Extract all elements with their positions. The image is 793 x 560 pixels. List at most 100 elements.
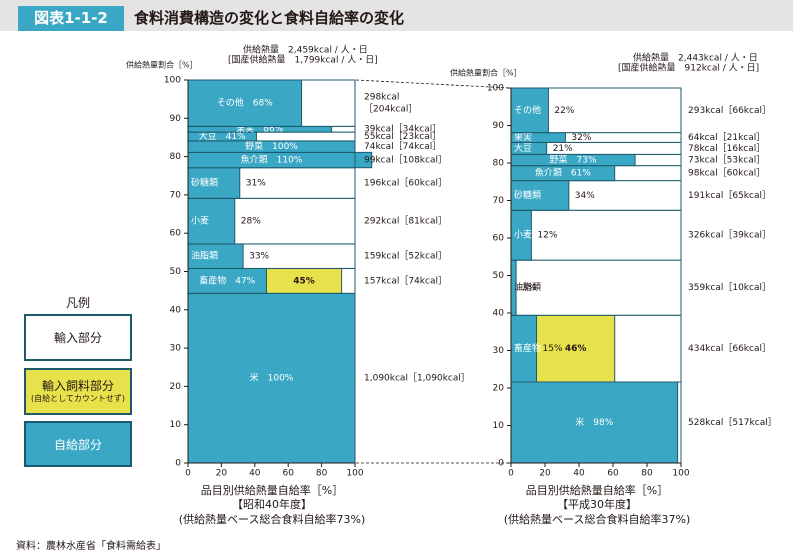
domestic-supply: [国産供給熱量 1,799kcal / 人・日] [228, 54, 378, 66]
self-bar-4 [187, 167, 241, 199]
period-label: 【昭和40年度】 [232, 497, 312, 511]
y-tick-label-30: 30 [493, 346, 505, 356]
y-tick-label-90: 90 [493, 121, 505, 131]
kcal-label-2: 359kcal［10kcal］ [688, 282, 771, 293]
legend-self-sufficient: 自給部分 [24, 421, 132, 467]
x-tick-label-100: 100 [672, 469, 689, 479]
bar-name-9: その他 [514, 104, 541, 116]
legend-feed-label: 輸入飼料部分 [41, 379, 114, 393]
x-tick-label-100: 100 [346, 469, 363, 479]
legend-import: 輸入部分 [24, 314, 132, 361]
kcal-label-8: 39kcal［34kcal］ [364, 124, 441, 135]
y-tick-label-20: 20 [170, 382, 182, 392]
x-tick-label-80: 80 [641, 469, 653, 479]
figure-title: 食料消費構造の変化と食料自給率の変化 [134, 9, 405, 27]
bar-name-2: 油脂類 [191, 250, 218, 262]
y-tick-label-20: 20 [493, 384, 505, 394]
bar-rate-1: 15% [543, 344, 563, 354]
legend-title: 凡例 [65, 296, 90, 310]
y-tick-label-80: 80 [170, 152, 182, 162]
self-bar-4 [510, 180, 570, 211]
x-tick-label-60: 60 [282, 469, 294, 479]
bar-rate-2: 3% [522, 283, 537, 293]
import-bar-2 [510, 259, 682, 316]
total-supply: 供給熱量 2,459kcal / 人・日 [243, 44, 368, 56]
self-bar-0 [510, 381, 679, 464]
bar-rate-4: 31% [246, 179, 266, 189]
domestic-supply: [国産供給熱量 912kcal / 人・日] [618, 62, 759, 74]
x-tick-label-60: 60 [607, 469, 619, 479]
y-axis-title: 供給熱量割合［%］ [450, 68, 522, 78]
bar-label-1: 畜産物 47% [199, 274, 255, 286]
kcal-label-0: 528kcal［517kcal］ [688, 417, 777, 428]
x-tick-label-0: 0 [185, 469, 191, 479]
x-tick-label-80: 80 [316, 469, 328, 479]
y-tick-label-70: 70 [170, 190, 182, 200]
self-bar-0 [187, 292, 356, 464]
overall-rate-caption: (供給熱量ベース総合食料自給率73%) [179, 512, 365, 526]
self-bar-9 [187, 79, 303, 127]
kcal-label-5: 98kcal［60kcal］ [688, 168, 765, 179]
bar-label-0: 米 100% [250, 372, 294, 384]
bar-name-3: 小麦 [191, 215, 209, 227]
bar-label-6: 野菜 100% [245, 140, 298, 152]
y-tick-label-10: 10 [493, 421, 505, 431]
y-tick-label-0: 0 [175, 459, 181, 469]
feed-label-1: 46% [565, 344, 587, 354]
y-tick-label-40: 40 [170, 305, 182, 315]
bar-name-8: 果実 [514, 131, 532, 143]
x-tick-label-20: 20 [539, 469, 551, 479]
legend-imported-feed: 輸入飼料部分 (自給としてカウントせず) [24, 368, 132, 415]
kcal-label-3: 326kcal［39kcal］ [688, 230, 771, 241]
total-supply: 供給熱量 2,443kcal / 人・日 [633, 52, 758, 64]
x-axis-title: 品目別供給熱量自給率［%］ [526, 483, 668, 497]
feed-bar-1 [536, 314, 616, 383]
kcal-label-1: 434kcal［66kcal］ [688, 343, 771, 354]
figure-number: 図表1-1-2 [18, 6, 124, 31]
bar-rate-9: 22% [554, 106, 574, 116]
source-note: 資料：農林水産省「食料需給表」 [16, 541, 166, 552]
x-tick-label-20: 20 [216, 469, 228, 479]
header-bar: 図表1-1-2 食料消費構造の変化と食料自給率の変化 [0, 0, 793, 31]
bar-rate-7: 21% [553, 144, 573, 154]
x-axis-title: 品目別供給熱量自給率［%］ [201, 483, 343, 497]
kcal-label-4: 196kcal［60kcal］ [364, 178, 447, 189]
y-tick-label-0: 0 [498, 459, 504, 469]
bar-rate-3: 12% [537, 231, 557, 241]
kcal-label-7: 55kcal［23kcal］ [364, 131, 441, 142]
bar-rate-4: 34% [575, 191, 595, 201]
self-bar-2 [187, 243, 244, 269]
kcal-label-9: 293kcal［66kcal］ [688, 105, 771, 116]
x-tick-label-40: 40 [249, 469, 261, 479]
legend-import-label: 輸入部分 [53, 331, 102, 345]
y-tick-label-30: 30 [170, 344, 182, 354]
y-tick-label-40: 40 [493, 309, 505, 319]
connector-top [355, 79, 511, 89]
kcal-label-8: 64kcal［21kcal］ [688, 132, 765, 143]
overall-rate-caption: (供給熱量ベース総合食料自給率37%) [504, 512, 690, 526]
bar-rate-3: 28% [241, 217, 261, 227]
bar-label-9: その他 68% [217, 97, 273, 109]
bar-name-1: 畜産物 [514, 342, 541, 354]
kcal-label-9-b: ［204kcal］ [364, 104, 417, 115]
bar-label-6: 野菜 73% [550, 154, 597, 166]
y-axis-title: 供給熱量割合［%］ [126, 60, 198, 70]
kcal-label-3: 292kcal［81kcal］ [364, 216, 447, 227]
y-tick-label-100: 100 [487, 84, 504, 94]
bar-label-0: 米 98% [575, 416, 613, 428]
bar-name-2: 油脂類 [514, 281, 541, 293]
x-tick-label-0: 0 [508, 469, 514, 479]
bar-label-5: 魚介類 110% [241, 154, 303, 166]
kcal-label-0: 1,090kcal［1,090kcal］ [364, 373, 470, 384]
y-tick-label-50: 50 [170, 267, 182, 277]
kcal-label-1: 157kcal［74kcal］ [364, 275, 447, 286]
bar-rate-2: 33% [249, 252, 269, 262]
import-bar-3 [510, 209, 682, 261]
chart-panel-1: 供給熱量 2,459kcal / 人・日[国産供給熱量 1,799kcal / … [126, 44, 470, 527]
x-tick-label-40: 40 [573, 469, 585, 479]
kcal-label-7: 78kcal［16kcal］ [688, 143, 765, 154]
y-tick-label-50: 50 [493, 271, 505, 281]
bar-name-4: 砂糖類 [514, 189, 541, 201]
period-label: 【平成30年度】 [557, 497, 637, 511]
